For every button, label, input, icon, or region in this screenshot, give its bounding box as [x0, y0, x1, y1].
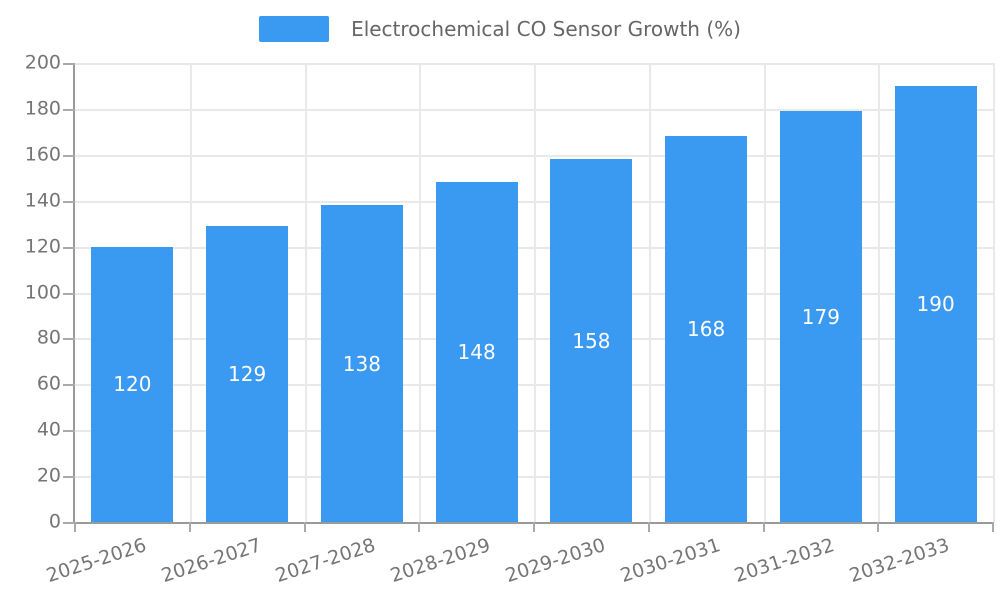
gridline-vertical [189, 63, 192, 522]
y-axis-tick [63, 292, 75, 295]
x-axis-tick [74, 522, 76, 532]
x-axis-category-label: 2025-2026 [43, 534, 149, 587]
y-axis-tick-label: 160 [24, 143, 61, 166]
y-axis-tick-label: 60 [36, 372, 61, 395]
x-axis-category-label: 2027-2028 [273, 534, 379, 587]
bar-value-label: 138 [342, 351, 381, 376]
y-axis-tick-label: 20 [36, 464, 61, 487]
gridline-vertical [534, 63, 536, 522]
gridline-vertical [763, 63, 766, 522]
y-axis-tick-label: 100 [24, 281, 61, 303]
y-axis-tick-label: 0 [48, 510, 61, 533]
bar-value-label: 190 [916, 291, 955, 316]
legend-label: Electrochemical CO Sensor Growth (%) [351, 17, 741, 41]
y-axis-tick-label: 180 [24, 97, 61, 120]
y-axis-tick [63, 476, 75, 479]
x-axis-tick [418, 522, 421, 532]
x-axis-category-label: 2031-2032 [732, 534, 838, 587]
y-axis-tick-label: 40 [36, 418, 61, 441]
gridline-vertical [878, 63, 881, 522]
gridline-vertical [648, 63, 651, 522]
bar-value-label: 120 [113, 372, 152, 397]
x-axis-tick [303, 522, 306, 532]
x-axis-tick [533, 522, 535, 532]
bar-2026-2027[interactable]: 129 [206, 225, 289, 522]
x-axis-category-label: 2029-2030 [502, 534, 608, 587]
gridline-vertical [304, 63, 307, 522]
y-axis-tick [63, 338, 75, 341]
bar-2025-2026[interactable]: 120 [91, 246, 174, 522]
y-axis-tick-label: 200 [24, 51, 61, 74]
x-axis-tick [647, 522, 650, 532]
legend-item[interactable]: Electrochemical CO Sensor Growth (%) [0, 16, 1000, 42]
bar-value-label: 148 [457, 340, 496, 365]
x-axis-category-label: 2032-2033 [846, 534, 953, 587]
gridline-vertical [993, 63, 995, 522]
bar-2030-2031[interactable]: 168 [665, 136, 748, 522]
bar-value-label: 158 [572, 328, 611, 353]
bar-value-label: 179 [801, 304, 840, 329]
bar-value-label: 129 [228, 361, 267, 386]
x-axis-tick [877, 522, 880, 532]
legend-swatch-icon [259, 16, 330, 42]
y-axis-tick [63, 246, 75, 249]
x-axis-tick [188, 522, 191, 532]
x-axis-tick [992, 522, 994, 532]
gridline-vertical [419, 63, 422, 522]
x-axis-category-label: 2030-2031 [617, 534, 723, 587]
bar-value-label: 168 [687, 317, 726, 342]
y-axis-tick [63, 522, 75, 524]
bar-2031-2032[interactable]: 179 [779, 111, 862, 522]
bar-2032-2033[interactable]: 190 [894, 85, 977, 522]
y-axis-tick [63, 154, 75, 157]
x-axis-category-label: 2026-2027 [158, 534, 264, 587]
x-axis-tick [762, 522, 765, 532]
y-axis-tick [63, 430, 75, 433]
bar-2028-2029[interactable]: 148 [435, 182, 518, 522]
y-axis-tick [63, 384, 75, 387]
y-axis-tick [63, 63, 75, 65]
y-axis-tick-label: 120 [24, 235, 61, 258]
bar-2027-2028[interactable]: 138 [320, 205, 403, 522]
x-axis-category-label: 2028-2029 [387, 534, 494, 587]
bar-2029-2030[interactable]: 158 [550, 159, 633, 522]
y-axis-tick-label: 140 [24, 189, 61, 212]
plot-area: 0 20 40 60 80 100 120 140 160 180 200 120 2025-2026 1… [25, 53, 995, 587]
y-axis-tick [63, 200, 75, 203]
y-axis-tick [63, 108, 75, 111]
y-axis-tick-label: 80 [36, 326, 61, 349]
